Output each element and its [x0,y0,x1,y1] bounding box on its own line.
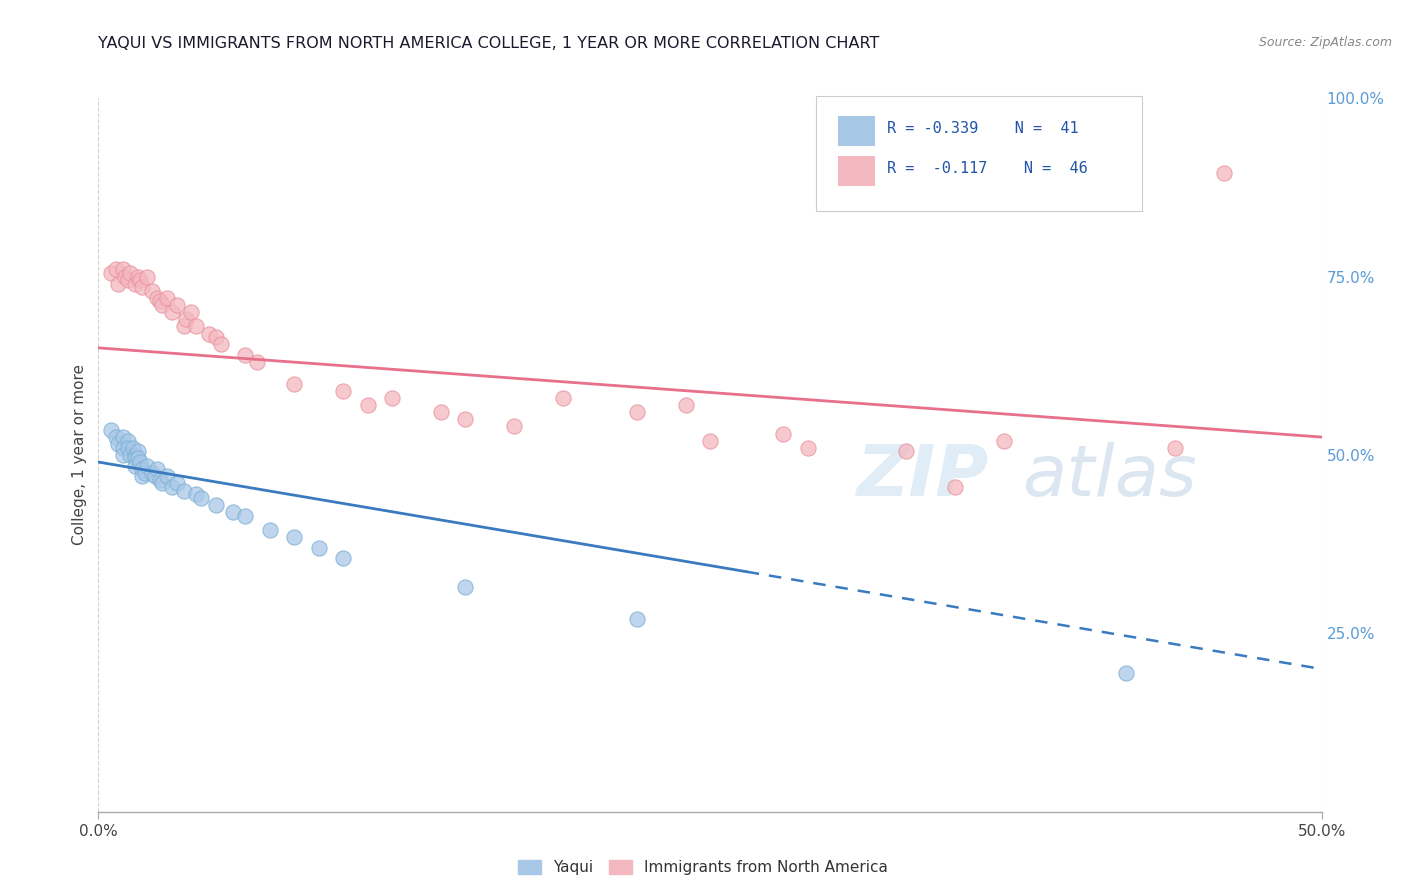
Point [150,476,173,491]
Point [1212,166,1234,180]
Point [160,480,183,494]
Point [141,466,163,480]
Point [136,458,159,473]
Point [356,398,378,412]
Point [124,458,146,473]
FancyBboxPatch shape [817,96,1142,211]
Point [124,448,146,462]
Point [111,430,134,444]
Point [190,491,212,505]
Point [173,319,195,334]
Point [111,262,134,277]
Point [136,269,159,284]
Point [209,337,232,351]
Point [308,541,330,555]
Point [186,319,208,334]
Point [120,266,142,280]
Point [993,434,1015,448]
Point [332,384,354,398]
Point [173,483,195,498]
Point [104,262,127,277]
Point [283,376,305,391]
Point [332,551,354,566]
Point [205,498,228,512]
Point [205,330,228,344]
Point [553,391,575,405]
Point [114,269,136,284]
Point [146,291,169,305]
Point [124,451,146,466]
Point [121,441,143,455]
Point [150,298,173,312]
Point [430,405,453,419]
Point [186,487,208,501]
Point [100,266,122,280]
Point [111,448,134,462]
Point [131,469,153,483]
Point [129,455,152,469]
Point [149,473,172,487]
Point [626,612,648,626]
Point [100,423,122,437]
Point [675,398,697,412]
Text: YAQUI VS IMMIGRANTS FROM NORTH AMERICA COLLEGE, 1 YEAR OR MORE CORRELATION CHART: YAQUI VS IMMIGRANTS FROM NORTH AMERICA C… [98,36,880,51]
Point [129,273,152,287]
Point [246,355,269,369]
Point [222,505,245,519]
Point [127,269,149,284]
Text: R = -0.339    N =  41: R = -0.339 N = 41 [887,121,1078,136]
Text: ZIP: ZIP [856,442,988,511]
Point [156,291,179,305]
Point [146,462,169,476]
FancyBboxPatch shape [838,116,875,146]
Point [943,480,966,494]
Point [1115,665,1137,680]
Point [166,476,188,491]
Point [180,305,202,319]
Point [117,273,139,287]
Point [127,444,149,458]
Point [259,523,281,537]
Point [107,437,129,451]
FancyBboxPatch shape [838,156,875,186]
Point [107,277,129,291]
Point [166,298,188,312]
Point [134,466,156,480]
Point [117,434,139,448]
Text: R =  -0.117    N =  46: R = -0.117 N = 46 [887,161,1088,177]
Point [176,312,198,326]
Point [197,326,219,341]
Point [233,348,256,362]
Point [143,469,166,483]
Point [124,277,146,291]
Point [454,580,477,594]
Point [233,508,256,523]
Point [626,405,648,419]
Text: Source: ZipAtlas.com: Source: ZipAtlas.com [1258,36,1392,49]
Point [141,284,163,298]
Point [160,305,183,319]
Text: atlas: atlas [1022,442,1197,511]
Point [156,469,179,483]
Point [149,294,172,309]
Point [797,441,820,455]
Point [111,441,134,455]
Point [104,430,127,444]
Point [454,412,477,426]
Point [131,280,153,294]
Y-axis label: College, 1 year or more: College, 1 year or more [72,365,87,545]
Point [772,426,794,441]
Point [117,441,139,455]
Point [131,462,153,476]
Legend: Yaqui, Immigrants from North America: Yaqui, Immigrants from North America [513,855,893,880]
Point [283,530,305,544]
Point [120,448,142,462]
Point [1164,441,1187,455]
Point [381,391,404,405]
Point [503,419,526,434]
Point [127,451,149,466]
Point [699,434,721,448]
Point [894,444,917,458]
